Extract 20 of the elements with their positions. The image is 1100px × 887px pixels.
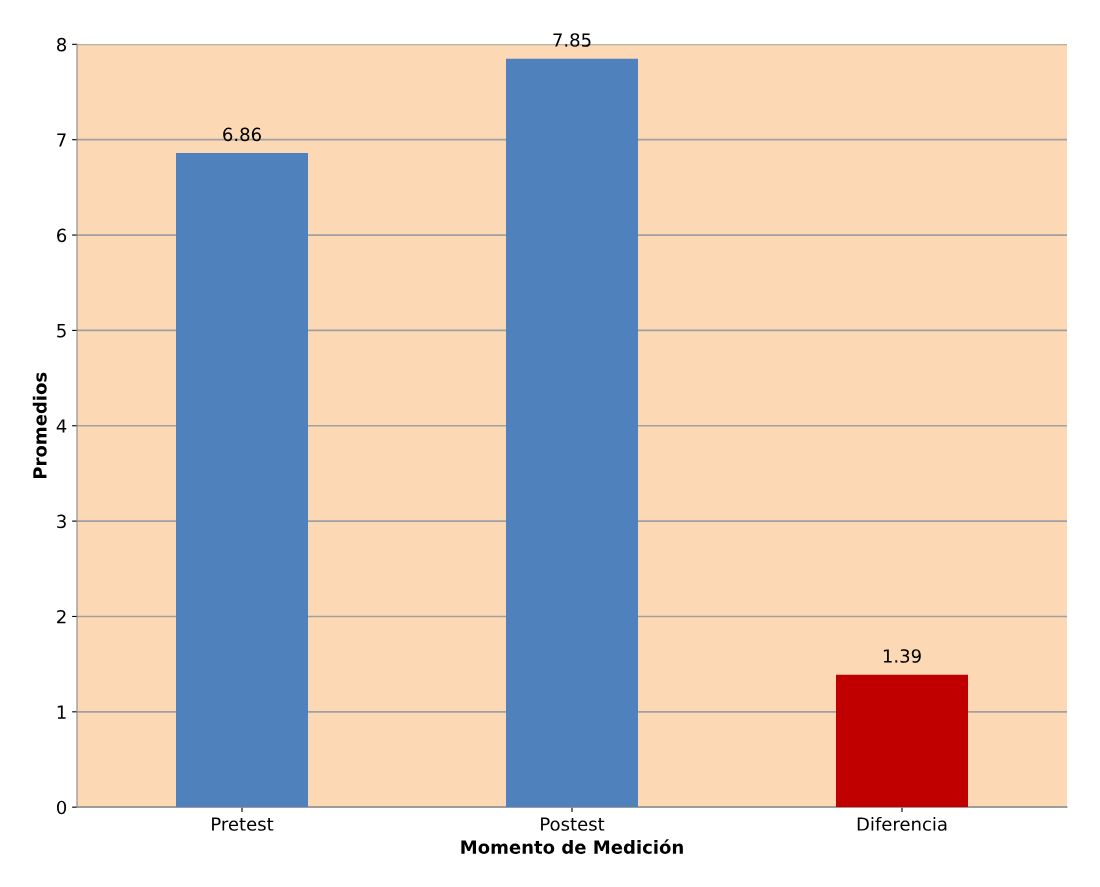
y-axis-title: Promedios: [32, 372, 47, 479]
x-axis-title: Momento de Medición: [461, 839, 683, 854]
x-tick-label: Diferencia: [857, 816, 947, 831]
y-tick-label: 7: [57, 133, 66, 147]
y-tick-label: 8: [57, 37, 67, 52]
y-tick-label: 4: [56, 419, 67, 433]
y-tick-label: 5: [57, 324, 66, 338]
y-tick-label: 6: [57, 228, 67, 243]
data-label: 7.85: [553, 33, 591, 47]
bar: [836, 674, 968, 808]
x-tick-label: Pretest: [212, 817, 274, 831]
bar: [506, 58, 638, 808]
y-tick-label: 1: [57, 705, 66, 719]
y-tick-label: 2: [57, 609, 66, 624]
bar: [176, 153, 308, 808]
data-label: 6.86: [223, 127, 261, 142]
y-tick-label: 3: [57, 514, 66, 529]
y-tick-label: 0: [56, 800, 67, 815]
data-label: 1.39: [883, 649, 921, 663]
x-tick-label: Postest: [541, 817, 605, 831]
